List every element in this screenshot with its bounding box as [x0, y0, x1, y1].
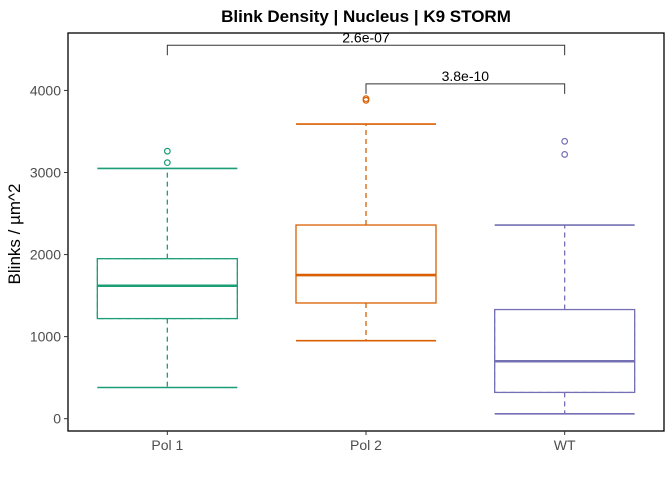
box-dashed-overlay [96, 258, 238, 320]
x-tick-label: WT [554, 437, 576, 453]
box-dashed-overlay [295, 224, 437, 304]
x-tick-label: Pol 2 [350, 437, 382, 453]
y-tick-label: 2000 [30, 247, 61, 263]
box [494, 308, 636, 394]
box [295, 224, 437, 304]
outlier-point [163, 147, 171, 155]
significance-bracket [166, 44, 566, 56]
y-tick-label: 3000 [30, 165, 61, 181]
outlier-point [561, 137, 569, 145]
outlier-point [362, 95, 370, 103]
p-value-label: 3.8e-10 [442, 68, 490, 84]
chart-title: Blink Density | Nucleus | K9 STORM [221, 7, 511, 26]
y-tick-label: 0 [53, 411, 61, 427]
p-value-label: 2.6e-07 [342, 29, 390, 45]
box [96, 258, 238, 320]
x-tick-label: Pol 1 [151, 437, 183, 453]
outlier-point [561, 151, 569, 158]
box-dashed-overlay [494, 309, 636, 393]
plot-area: 0 1000 2000 3000 4000 Pol 1 Pol 2 WT 2.6e-07 3.8e… [30, 29, 665, 453]
y-tick-label: 1000 [30, 329, 61, 345]
outlier-point [163, 159, 171, 167]
significance-bracket [365, 83, 566, 94]
y-tick-label: 4000 [30, 82, 61, 98]
y-axis-label: Blinks / µm^2 [5, 184, 24, 285]
